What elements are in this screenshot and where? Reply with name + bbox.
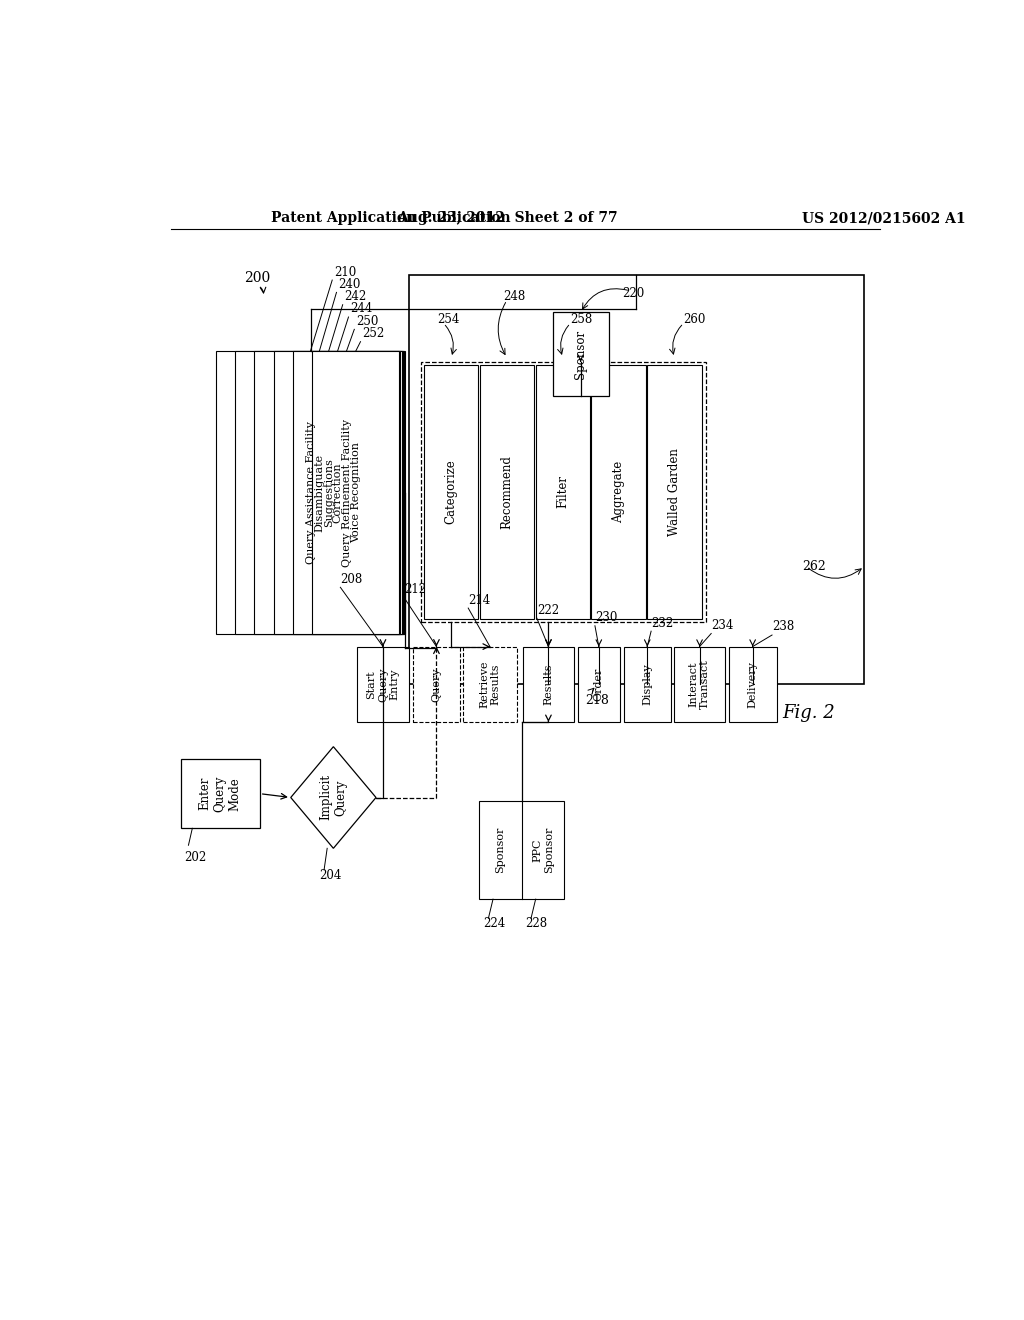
Text: Categorize: Categorize: [444, 459, 458, 524]
Text: Aug. 23, 2012  Sheet 2 of 77: Aug. 23, 2012 Sheet 2 of 77: [397, 211, 618, 226]
Polygon shape: [291, 747, 376, 849]
Bar: [421, 362, 707, 622]
Text: Correction: Correction: [333, 462, 343, 523]
Text: 254: 254: [437, 313, 460, 326]
Text: 258: 258: [570, 313, 593, 326]
Text: Query: Query: [431, 667, 441, 701]
Bar: [356, 647, 410, 722]
Bar: [675, 647, 725, 722]
Text: Recommend: Recommend: [501, 455, 513, 529]
Bar: [273, 351, 401, 635]
Bar: [578, 647, 621, 722]
Text: Delivery: Delivery: [748, 661, 758, 708]
Bar: [479, 800, 564, 899]
Bar: [624, 647, 671, 722]
Bar: [254, 351, 403, 635]
Bar: [424, 364, 478, 619]
Text: Aggregate: Aggregate: [612, 461, 625, 523]
Text: 220: 220: [623, 286, 645, 300]
Text: 210: 210: [334, 265, 356, 279]
Text: Enter
Query
Mode: Enter Query Mode: [199, 775, 242, 812]
Text: Start
Query
Entry: Start Query Entry: [367, 667, 399, 701]
Bar: [592, 364, 646, 619]
Text: 242: 242: [344, 290, 367, 304]
Text: 218: 218: [586, 693, 609, 706]
Text: 202: 202: [184, 851, 207, 865]
Text: 238: 238: [772, 620, 795, 634]
Text: 212: 212: [403, 582, 426, 595]
Bar: [293, 351, 400, 635]
Text: Interact
Transact: Interact Transact: [689, 660, 711, 709]
Text: 232: 232: [651, 616, 674, 630]
Text: Suggestions: Suggestions: [324, 458, 334, 527]
Bar: [523, 647, 573, 722]
Bar: [647, 364, 701, 619]
Bar: [553, 313, 608, 396]
Text: 240: 240: [338, 277, 360, 290]
Text: Filter: Filter: [556, 475, 569, 508]
Text: Results: Results: [544, 664, 553, 705]
Text: 230: 230: [595, 611, 617, 624]
Bar: [409, 276, 864, 684]
Text: 250: 250: [356, 314, 378, 327]
Bar: [729, 647, 776, 722]
Text: Patent Application Publication: Patent Application Publication: [271, 211, 511, 226]
Text: PPC
Sponsor: PPC Sponsor: [532, 826, 554, 873]
Bar: [312, 351, 399, 635]
Text: 260: 260: [684, 313, 707, 326]
Text: 200: 200: [245, 272, 270, 285]
Text: 228: 228: [525, 917, 548, 931]
Text: Sponsor: Sponsor: [496, 826, 506, 873]
Text: Display: Display: [642, 664, 652, 705]
Bar: [536, 364, 590, 619]
Text: US 2012/0215602 A1: US 2012/0215602 A1: [802, 211, 966, 226]
Text: 222: 222: [537, 603, 559, 616]
Text: 248: 248: [503, 289, 525, 302]
Bar: [463, 647, 517, 722]
Text: Order: Order: [594, 668, 604, 701]
Bar: [180, 759, 260, 829]
Text: Implicit
Query: Implicit Query: [319, 775, 347, 821]
Text: 224: 224: [483, 917, 505, 931]
Text: Retrieve
Results: Retrieve Results: [479, 660, 501, 708]
Text: 208: 208: [340, 573, 362, 586]
Text: Query Assistance Facility: Query Assistance Facility: [305, 421, 315, 564]
Text: Sponsor: Sponsor: [574, 330, 587, 379]
Text: 214: 214: [468, 594, 490, 607]
Text: Query Refinement Facility: Query Refinement Facility: [342, 418, 351, 566]
Text: Disambiguate: Disambiguate: [314, 454, 325, 532]
Text: Voice Recognition: Voice Recognition: [351, 442, 360, 543]
Text: 262: 262: [802, 560, 826, 573]
Bar: [414, 647, 460, 722]
Text: Fig. 2: Fig. 2: [782, 704, 835, 722]
Text: 252: 252: [362, 327, 384, 341]
Text: Walled Garden: Walled Garden: [668, 447, 681, 536]
Bar: [234, 351, 403, 635]
Bar: [216, 351, 406, 635]
Text: 244: 244: [350, 302, 373, 315]
Text: 204: 204: [319, 869, 342, 882]
Text: 234: 234: [712, 619, 733, 632]
Bar: [480, 364, 535, 619]
